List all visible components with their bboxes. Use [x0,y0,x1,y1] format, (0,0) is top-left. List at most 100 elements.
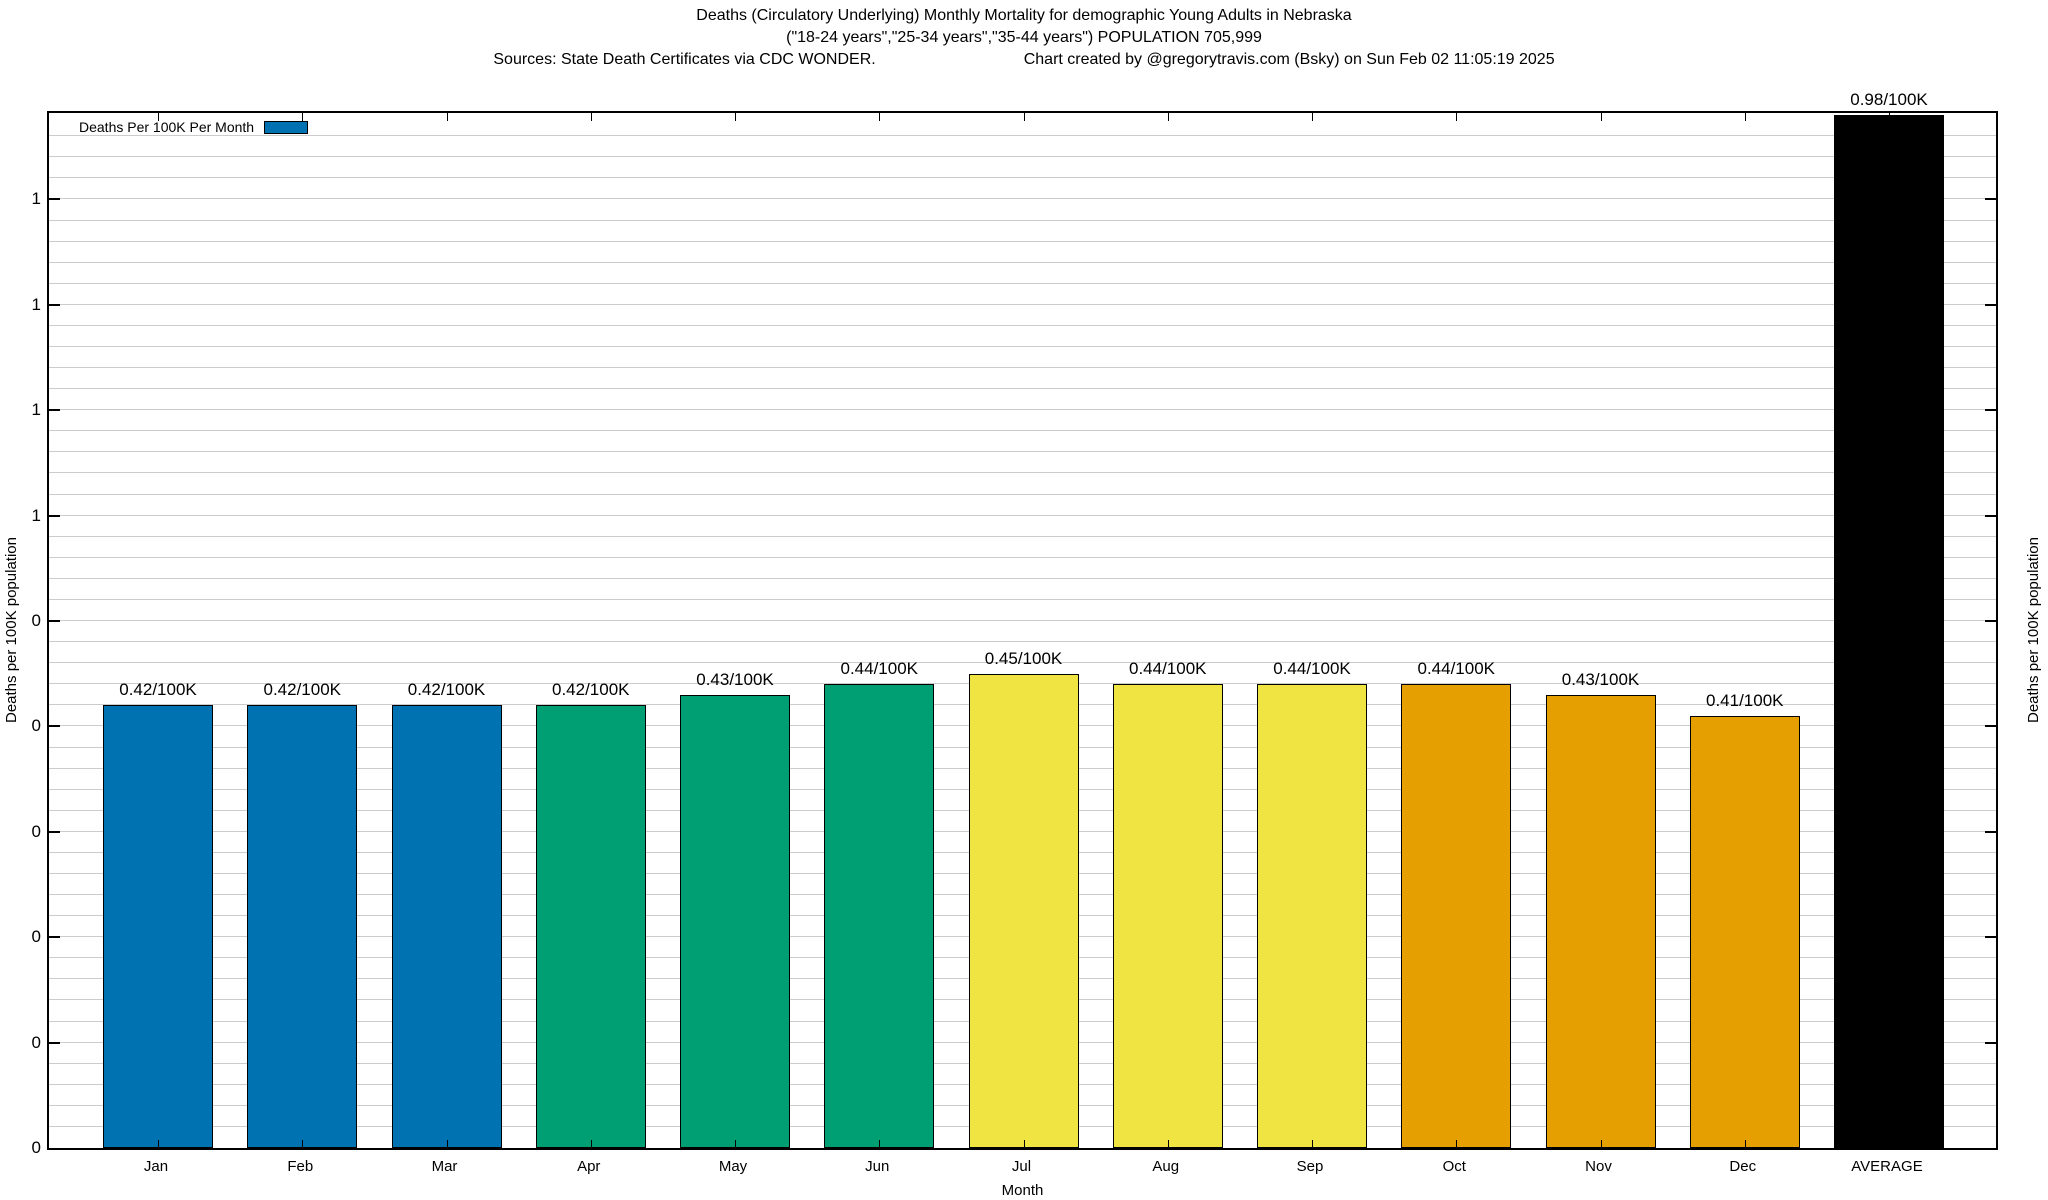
x-tick-bottom [735,1140,736,1148]
x-tick-top [735,113,736,121]
y-gridline [49,219,1996,221]
x-tick-bottom [1456,1140,1458,1148]
y-tick-label: 1 [31,505,41,525]
x-tick-bottom [1312,1140,1313,1148]
x-tick-top [302,113,304,121]
y-gridline [49,641,1996,643]
bar-value-label: 0.42/100K [119,680,197,700]
y-tick-right [1985,198,1996,201]
y-tick-label: 0 [31,927,41,947]
x-tick-top [590,113,592,121]
bar-value-label: 0.44/100K [1128,659,1207,679]
bar-value-label: 0.45/100K [984,648,1063,668]
legend-swatch-icon [264,120,309,134]
x-tick-top [1889,113,1890,121]
y-gridline [49,535,1996,537]
bar-feb [247,705,358,1148]
x-category-label: Nov [1585,1158,1612,1175]
y-axis-title-right: Deaths per 100K population [2025,537,2042,723]
bar-aug [1112,684,1223,1148]
x-tick-bottom [1023,1140,1025,1148]
bar-value-label: 0.44/100K [840,659,918,679]
x-category-label: Dec [1729,1158,1757,1175]
x-tick-bottom [446,1140,448,1148]
y-axis-title-left: Deaths per 100K population [3,537,20,723]
y-gridline [49,598,1996,600]
bar-value-label: 0.44/100K [1273,659,1351,679]
x-category-label: Jan [143,1158,169,1175]
y-gridline [49,135,1996,137]
y-gridline [49,556,1996,558]
y-tick-left [49,725,60,728]
y-tick-label: 1 [31,400,41,420]
y-tick-right [1985,620,1996,623]
y-gridline [49,514,1996,516]
y-tick-left [49,409,60,412]
bar-jan [103,705,213,1148]
bar-mar [391,705,502,1148]
y-tick-label: 1 [31,189,41,209]
y-gridline [49,493,1996,495]
sources-note: Sources: State Death Certificates via CD… [493,51,876,68]
x-tick-top [1167,113,1169,121]
bar-jun [824,684,935,1148]
chart-title-line1: Deaths (Circulatory Underlying) Monthly … [696,7,1352,24]
x-axis-labels: Jan Feb Mar Apr May Jun Jul Aug Sep Oct Nov Dec AVER… [47,1158,1998,1178]
x-category-label: AVERAGE [1851,1158,1923,1175]
y-tick-right [1985,409,1996,412]
y-gridline [49,177,1996,179]
y-gridline [49,198,1996,200]
x-tick-top [1312,113,1313,121]
y-gridline [49,577,1996,579]
y-tick-label: 0 [31,821,41,841]
x-tick-bottom [1600,1140,1602,1148]
bar-value-label: 0.98/100K [1850,90,1928,110]
x-tick-bottom [1167,1140,1169,1148]
y-tick-label: 0 [31,716,41,736]
bar-jul [968,673,1079,1148]
x-category-label: Jun [865,1158,890,1175]
y-gridline [49,240,1996,242]
y-tick-left [49,198,60,201]
legend: Deaths Per 100K Per Month [79,119,309,135]
y-gridline [49,324,1996,326]
y-gridline [49,430,1996,432]
chart-header: Deaths (Circulatory Underlying) Monthly … [0,8,2048,68]
x-category-label: Jul [1011,1158,1032,1175]
x-category-label: Mar [431,1158,458,1175]
x-tick-top [1023,113,1025,121]
y-gridline [49,451,1996,453]
y-tick-label: 0 [31,1032,41,1052]
y-tick-label: 1 [31,294,41,314]
x-tick-top [446,113,448,121]
bar-value-label: 0.43/100K [1561,669,1640,689]
x-axis-title: Month [1001,1182,1044,1199]
x-category-label: May [718,1158,748,1175]
bar-value-label: 0.44/100K [1417,659,1495,679]
bar-sep [1257,684,1367,1148]
y-gridline [49,367,1996,369]
y-tick-left [49,1041,60,1044]
y-tick-right [1985,725,1996,728]
y-tick-left [49,830,60,833]
y-gridline [49,345,1996,347]
bar-may [680,694,790,1148]
y-gridline [49,662,1996,664]
plot-area: Deaths Per 100K Per Month 0 0 0 0 0 0 1 1 1 1 0.42… [32,90,1998,1157]
x-category-label: Apr [577,1158,601,1175]
chart-title-line2: ("18-24 years","25-34 years","35-44 year… [786,29,1262,46]
bar-nov [1545,694,1656,1148]
y-tick-label: 0 [31,1138,41,1157]
bar-oct [1401,684,1512,1148]
bar-average [1834,115,1944,1148]
x-tick-top [158,113,159,121]
bar-value-label: 0.41/100K [1705,690,1784,710]
y-gridline [49,261,1996,263]
y-tick-left [49,620,60,623]
x-tick-bottom [590,1140,592,1148]
y-tick-right [1985,303,1996,306]
y-tick-left [49,303,60,306]
bar-apr [535,705,646,1148]
x-category-label: Sep [1296,1158,1324,1175]
x-tick-bottom [1889,1140,1890,1148]
